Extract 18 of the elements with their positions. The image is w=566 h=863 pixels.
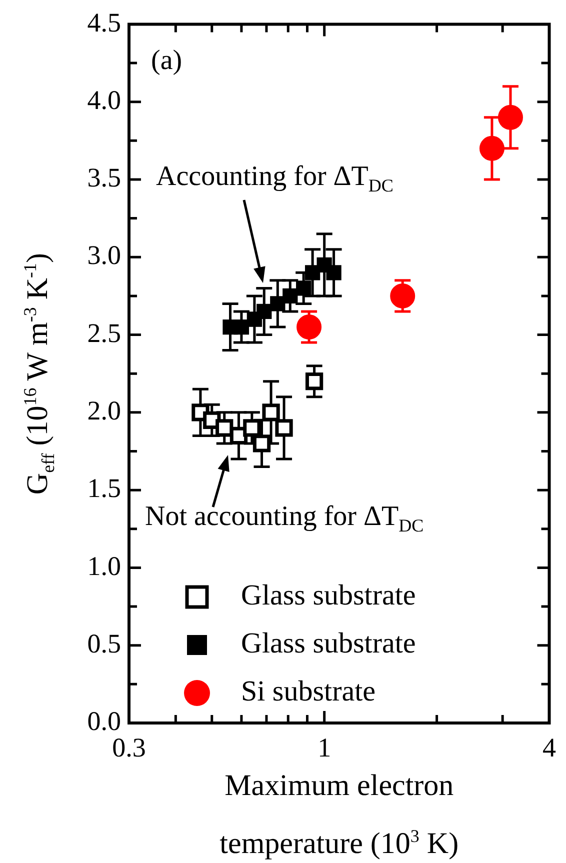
legend-label: Si substrate [241, 676, 376, 708]
x-axis-title: Maximum electron temperature (10$^{3}$ K) [218, 768, 460, 862]
y-tick-label: 1.0 [87, 550, 121, 581]
y-tick-label: 3.0 [87, 240, 121, 270]
annotation: (a) [151, 44, 182, 78]
x-tick-label: 4 [542, 732, 556, 762]
y-tick-label: 4.0 [87, 84, 121, 115]
legend-label: Glass substrate [241, 628, 416, 660]
y-tick-label: 3.5 [87, 162, 121, 193]
y-tick-label: 4.5 [87, 7, 121, 38]
annotation: Not accounting for ΔT$_{DC}$ [145, 500, 424, 538]
y-tick-label: 1.5 [87, 473, 121, 504]
y-tick-label: 0.5 [87, 628, 121, 658]
y-tick-label: 2.0 [87, 396, 121, 426]
annotation: Accounting for ΔT$_{DC}$ [156, 160, 394, 198]
legend-label: Glass substrate [241, 580, 416, 612]
x-tick-label: 1 [318, 732, 332, 762]
y-tick-label: 2.5 [87, 318, 121, 348]
